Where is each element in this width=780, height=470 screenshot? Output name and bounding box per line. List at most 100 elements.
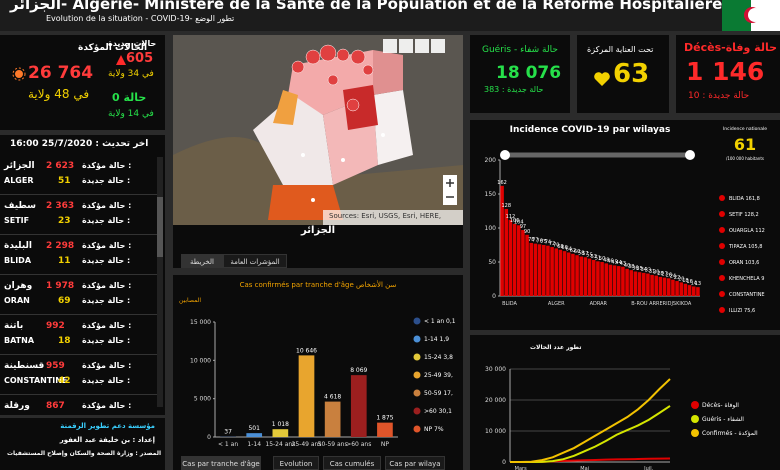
legend-label: >60 30,1 [424, 408, 452, 415]
bar [683, 283, 688, 296]
new-label: حالة جديدة : [82, 336, 131, 345]
wilaya-ar: قسنطينة [4, 361, 45, 371]
bar [625, 268, 629, 296]
y-tick-label: 15 000 [190, 319, 211, 326]
value-label: 78 [528, 237, 534, 243]
chart-title: Incidence COVID-19 par wilayas [510, 125, 671, 135]
value-label: 1 018 [272, 421, 289, 428]
value-label: 37 [224, 429, 232, 436]
new-label: حالات جديدة [108, 39, 157, 48]
confirmed: 2 363 [46, 201, 75, 211]
legend-label: CONSTANTINE [729, 292, 765, 298]
new: 11 [58, 256, 71, 266]
wilaya-row: البليدة BLIDA 2 298 حالة مؤكدة : 11 حالة جديد… [0, 235, 160, 275]
value-label: 27 [661, 272, 667, 278]
legend-dot [413, 407, 421, 415]
x-tick-label: BLIDA [502, 301, 517, 307]
bar [666, 278, 671, 296]
value-label: 43 [620, 261, 626, 267]
bar [298, 355, 315, 437]
value-label: 57 [582, 251, 588, 257]
tab[interactable]: المؤشرات العامة [223, 254, 287, 268]
value-label: 1 875 [376, 415, 393, 422]
tab[interactable]: الخريطة [181, 254, 223, 268]
bar [246, 433, 263, 437]
new-wilayas: في 34 ولاية [108, 69, 154, 79]
recovered-label: Guéris - حالة شفاء [482, 45, 558, 55]
y-tick-label: 100 [485, 225, 497, 232]
map-panel: Sources: Esri, USGS, Esri, HERE, الجزائر… [173, 35, 463, 268]
chart-title: تطور عدد الحالات [530, 344, 582, 351]
slider-handle[interactable] [685, 150, 695, 160]
tab[interactable]: Evolution [273, 456, 319, 470]
value-label: 77 [532, 238, 538, 244]
bar [550, 247, 554, 296]
wilaya-ar: ورقلة [4, 401, 30, 411]
tab[interactable]: Cas par wilaya [385, 456, 445, 470]
value-label: 51 [595, 255, 601, 261]
bar [612, 265, 617, 296]
bar [533, 243, 538, 296]
wilaya-ar: البليدة [4, 241, 32, 251]
x-tick-label: NP [381, 441, 389, 448]
x-tick-label: Mai [580, 466, 589, 470]
deaths-new: حالة جديدة : 10 [688, 91, 750, 101]
x-tick-label: Juil. [643, 466, 653, 470]
series-line [510, 405, 671, 463]
attribution: Sources: Esri, USGS, Esri, HERE, [329, 212, 442, 220]
footer-line: إعداد : بن خليفة عبد الغفور [59, 436, 155, 444]
legend-dot [691, 401, 699, 409]
value-label: 30 [653, 270, 659, 276]
legend-label: BLIDA 161,8 [729, 196, 760, 202]
legend-label: TIPAZA 105,8 [728, 244, 762, 250]
tab[interactable]: Cas cumulés [323, 456, 381, 470]
value-label: 22 [674, 275, 680, 281]
bar [616, 266, 621, 296]
confirmed: 1 978 [46, 281, 75, 291]
new: 69 [58, 296, 71, 306]
wilaya-fr: CONSTANTINE [4, 376, 68, 385]
legend-dot [691, 429, 699, 437]
footer-line: مؤسسة دعم تطوير الرقمنة [60, 422, 155, 430]
value-label: 50 [599, 256, 605, 262]
y-tick-label: 0 [207, 434, 211, 441]
slider-handle[interactable] [500, 150, 510, 160]
wilaya-row: سطيف SETIF 2 363 حالة مؤكدة : 23 حالة جديدة : [0, 195, 160, 235]
bar [571, 253, 575, 296]
value-label: 18 [682, 278, 688, 284]
bar [591, 259, 596, 296]
value-label: 62 [570, 248, 576, 254]
value-label: 70 [553, 242, 559, 248]
age-chart: 0 5 000 10 000 15 000 37 < 1 an 501 1-14 1 018 15… [179, 280, 456, 448]
confirmed: 867 [46, 401, 65, 411]
value-label: 16 [686, 279, 692, 285]
bar [650, 274, 654, 296]
value-label: 104 [514, 219, 524, 225]
x-tick-label: 50-59 ans [318, 441, 348, 448]
value-label: 501 [248, 425, 260, 432]
bar [554, 248, 559, 296]
legend-label: ORAN 103,6 [729, 260, 759, 266]
value-label: 75 [541, 239, 547, 245]
virus-icon [12, 67, 26, 81]
bar [596, 261, 600, 296]
value-label: 40 [624, 263, 630, 269]
value-label: 26 [666, 272, 672, 278]
bar [629, 270, 634, 296]
wilaya-row: الجزائر ALGER 2 623 حالة مؤكدة : 51 حالة جديد… [0, 155, 160, 195]
deaths: 1 146 [686, 57, 765, 86]
legend-label: 50-59 17, [424, 390, 453, 397]
scrollbar[interactable] [157, 157, 163, 407]
legend-label: Décès- الوفاة [702, 402, 739, 409]
deaths-label: Décès-حالة وفاة [684, 41, 778, 54]
map [173, 35, 463, 225]
value-label: 10 646 [296, 347, 317, 354]
title: الجزائر- Algérie- Ministère de la Santé … [10, 0, 723, 13]
confirmed-label: حالة مؤكدة : [82, 321, 132, 330]
wilaya-row: باتنة BATNA 992 حالة مؤكدة : 18 حالة جديدة : [0, 315, 160, 355]
new: 23 [58, 216, 71, 226]
wilaya-fr: BATNA [4, 336, 35, 345]
wilaya-fr: ALGER [4, 176, 34, 185]
tab[interactable]: Cas par tranche d'âge [181, 456, 261, 470]
